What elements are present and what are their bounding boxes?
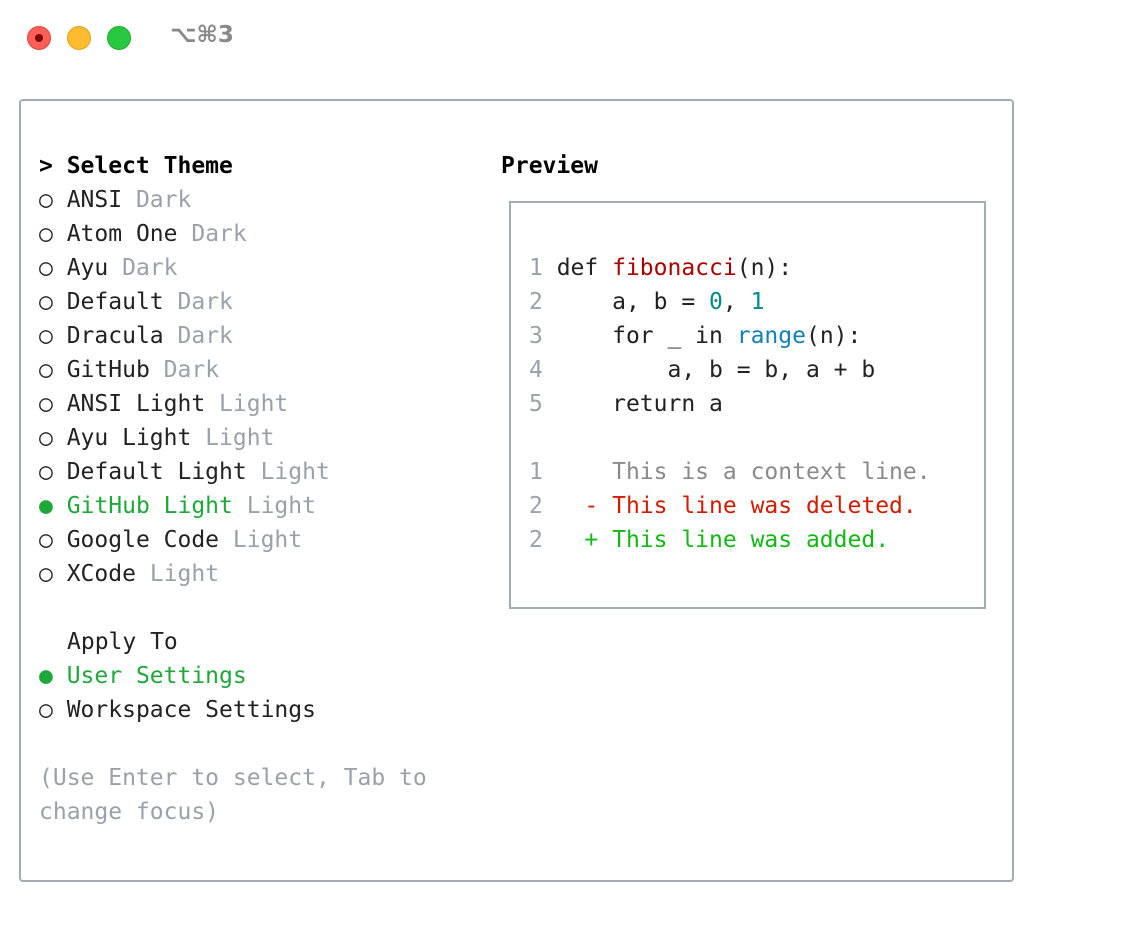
apply-option-label: Workspace Settings — [66, 697, 316, 723]
theme-variant: Light — [246, 493, 316, 519]
radio-empty-icon: ○ — [39, 425, 67, 451]
theme-option[interactable]: ○ ANSI Dark — [39, 183, 191, 217]
select-theme-heading: > Select Theme — [39, 153, 233, 179]
code-token: a, b = b, a + b — [556, 357, 876, 383]
line-number: 2 — [529, 527, 543, 553]
diff-line: 1 This is a context line. — [529, 455, 931, 489]
code-line: 2 a, b = 0, 1 — [529, 285, 764, 319]
code-token: , — [722, 289, 751, 315]
theme-name: XCode — [66, 561, 136, 587]
apply-option-label: User Settings — [66, 663, 247, 689]
theme-name: Dracula — [66, 323, 164, 349]
diff-line: 2 - This line was deleted. — [529, 489, 917, 523]
line-number: 2 — [529, 493, 543, 519]
diff-line: 2 + This line was added. — [529, 523, 889, 557]
hint-line-2: change focus) — [39, 799, 220, 825]
theme-variant: Light — [232, 527, 303, 553]
theme-option[interactable]: ● GitHub Light Light — [39, 489, 316, 523]
theme-name: GitHub — [66, 357, 150, 383]
theme-name: Default Light — [66, 459, 247, 485]
code-line: 4 a, b = b, a + b — [529, 353, 875, 387]
theme-name: Google Code — [66, 527, 220, 553]
theme-name: ANSI Light — [66, 391, 206, 417]
close-button[interactable] — [27, 26, 51, 50]
theme-option[interactable]: ○ Dracula Dark — [39, 319, 233, 353]
radio-empty-icon: ○ — [39, 187, 67, 213]
maximize-button[interactable] — [107, 26, 131, 50]
theme-option[interactable]: ○ Default Light Light — [39, 455, 330, 489]
code-token: for _ in — [556, 323, 737, 349]
theme-name: ANSI — [66, 187, 123, 213]
preview-heading: Preview — [501, 153, 598, 179]
theme-variant: Dark — [135, 187, 192, 213]
line-number: 1 — [529, 255, 557, 281]
window-title: ⌥⌘3 — [170, 22, 234, 48]
radio-empty-icon: ○ — [39, 391, 67, 417]
hint-line-1: (Use Enter to select, Tab to — [39, 765, 427, 791]
radio-empty-icon: ○ — [39, 357, 67, 383]
radio-empty-icon: ○ — [39, 561, 67, 587]
radio-empty-icon: ○ — [39, 527, 67, 553]
code-token: def — [556, 255, 613, 281]
radio-empty-icon: ○ — [39, 459, 67, 485]
preview-box — [509, 201, 986, 609]
code-token: range — [736, 323, 806, 349]
apply-to-heading: Apply To — [67, 629, 178, 655]
theme-variant: Dark — [177, 289, 233, 315]
theme-variant: Light — [260, 459, 330, 485]
code-token: fibonacci — [612, 255, 737, 281]
code-line: 5 return a — [529, 387, 723, 421]
theme-option[interactable]: ○ Google Code Light — [39, 523, 302, 557]
theme-variant: Dark — [122, 255, 178, 281]
theme-name: Ayu Light — [66, 425, 192, 451]
diff-text: + This line was added. — [542, 527, 890, 553]
theme-option[interactable]: ○ Ayu Light Light — [39, 421, 274, 455]
diff-text: This is a context line. — [542, 459, 931, 485]
theme-name: Ayu — [66, 255, 109, 281]
theme-option[interactable]: ○ XCode Light — [39, 557, 219, 591]
radio-empty-icon: ○ — [39, 289, 67, 315]
theme-variant: Light — [205, 425, 275, 451]
theme-name: Atom One — [66, 221, 178, 247]
code-line: 3 for _ in range(n): — [529, 319, 861, 353]
code-token: 1 — [750, 289, 765, 315]
theme-name: GitHub Light — [66, 493, 233, 519]
apply-option[interactable]: ○ Workspace Settings — [39, 693, 316, 727]
theme-variant: Dark — [177, 323, 233, 349]
theme-variant: Dark — [163, 357, 220, 383]
theme-option[interactable]: ○ Ayu Dark — [39, 251, 178, 285]
line-number: 5 — [529, 391, 557, 417]
theme-dialog — [19, 99, 1014, 882]
minimize-button[interactable] — [67, 26, 91, 50]
theme-option[interactable]: ○ Default Dark — [39, 285, 233, 319]
radio-empty-icon: ○ — [39, 221, 67, 247]
theme-option[interactable]: ○ ANSI Light Light — [39, 387, 288, 421]
radio-filled-icon: ● — [39, 663, 67, 689]
radio-filled-icon: ● — [39, 493, 67, 519]
code-token: (n): — [805, 323, 862, 349]
line-number: 4 — [529, 357, 557, 383]
theme-variant: Light — [149, 561, 220, 587]
line-number: 3 — [529, 323, 557, 349]
radio-empty-icon: ○ — [39, 255, 67, 281]
line-number: 1 — [529, 459, 543, 485]
diff-text: - This line was deleted. — [542, 493, 917, 519]
code-token: return a — [556, 391, 723, 417]
apply-option[interactable]: ● User Settings — [39, 659, 247, 693]
radio-empty-icon: ○ — [39, 697, 67, 723]
radio-empty-icon: ○ — [39, 323, 67, 349]
theme-variant: Dark — [191, 221, 247, 247]
line-number: 2 — [529, 289, 557, 315]
theme-option[interactable]: ○ Atom One Dark — [39, 217, 247, 251]
theme-variant: Light — [219, 391, 289, 417]
code-token: 0 — [709, 289, 723, 315]
code-line: 1 def fibonacci(n): — [529, 251, 792, 285]
theme-name: Default — [66, 289, 164, 315]
theme-option[interactable]: ○ GitHub Dark — [39, 353, 219, 387]
code-token: (n): — [736, 255, 793, 281]
code-token: a, b = — [556, 289, 710, 315]
